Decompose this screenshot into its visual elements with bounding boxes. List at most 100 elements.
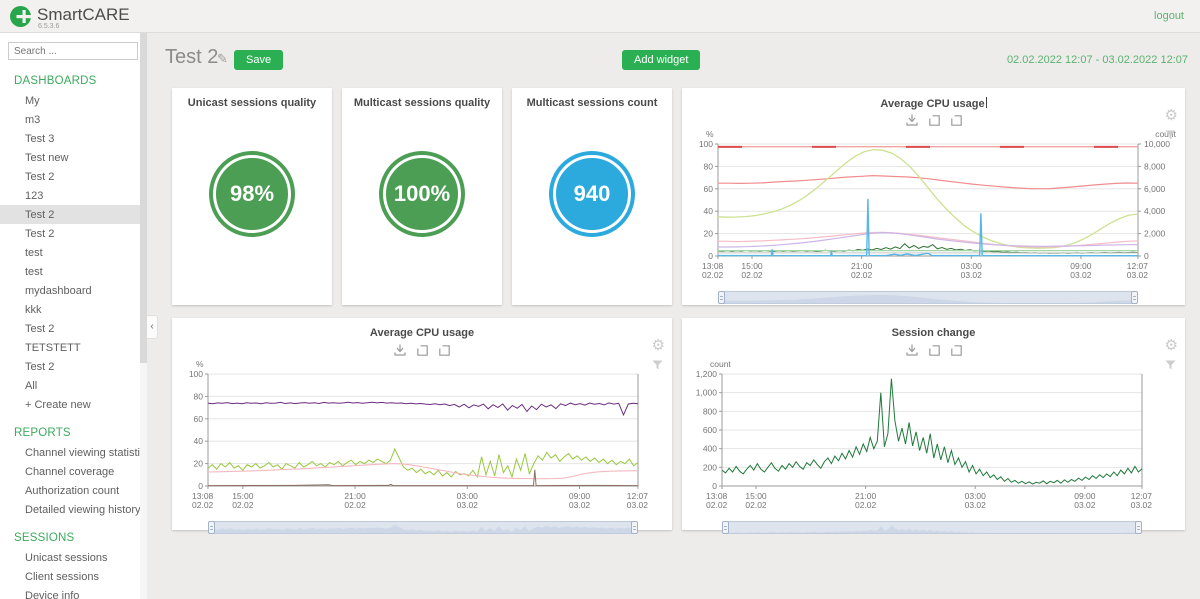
zoom-reset-icon[interactable] <box>950 344 962 356</box>
sidebar-item-123[interactable]: 123 <box>25 189 44 202</box>
sidebar-item-testnew[interactable]: Test new <box>25 151 69 164</box>
sidebar-item-test2-a[interactable]: Test 2 <box>25 170 55 183</box>
sidebar-item-test2-d[interactable]: Test 2 <box>25 360 55 373</box>
svg-text:12:07: 12:07 <box>1127 261 1149 271</box>
sidebar-item-mydashboard[interactable]: mydashboard <box>25 284 92 297</box>
chart-toolbar <box>682 343 1185 357</box>
time-range-slider[interactable] <box>718 291 1138 304</box>
download-icon[interactable] <box>905 114 918 126</box>
sidebar: DASHBOARDS My m3 Test 3 Test new Test 2 … <box>0 33 147 599</box>
svg-text:03:00: 03:00 <box>965 491 987 501</box>
sidebar-item-test-b[interactable]: test <box>25 265 43 278</box>
svg-text:0: 0 <box>712 481 717 491</box>
zoom-reset-icon[interactable] <box>439 344 450 356</box>
sidebar-item-test2-b[interactable]: Test 2 <box>25 227 55 240</box>
svg-text:03.02: 03.02 <box>569 500 591 510</box>
smartcare-logo-icon <box>10 6 31 27</box>
text-cursor <box>985 97 987 108</box>
svg-text:03.02: 03.02 <box>1131 500 1153 510</box>
chart-toolbar <box>172 343 672 357</box>
sidebar-item-unicast-sessions[interactable]: Unicast sessions <box>25 551 108 564</box>
filter-icon[interactable] <box>1165 130 1176 140</box>
widget-title: Multicast sessions quality <box>353 97 491 109</box>
svg-text:13:08: 13:08 <box>192 491 214 501</box>
svg-text:09:00: 09:00 <box>569 491 591 501</box>
date-range-picker[interactable]: 02.02.2022 12:07 - 03.02.2022 12:07 <box>1006 54 1188 66</box>
sidebar-item-create-new[interactable]: + Create new <box>25 398 91 411</box>
svg-text:60: 60 <box>194 414 204 424</box>
sidebar-item-tetstett[interactable]: TETSTETT <box>25 341 81 354</box>
sidebar-item-client-sessions[interactable]: Client sessions <box>25 570 99 583</box>
sidebar-item-kkk[interactable]: kkk <box>25 303 42 316</box>
top-bar: SmartCARE 6.5.3.6 logout <box>0 0 1200 33</box>
slider-handle-right[interactable] <box>631 521 638 534</box>
svg-text:0: 0 <box>198 481 203 491</box>
svg-text:15:00: 15:00 <box>232 491 254 501</box>
svg-text:0: 0 <box>708 251 713 261</box>
time-range-slider[interactable] <box>722 521 1142 534</box>
slider-handle-right[interactable] <box>1131 291 1138 304</box>
sidebar-item-detailed-viewing-history[interactable]: Detailed viewing history <box>25 503 141 516</box>
sidebar-item-test3[interactable]: Test 3 <box>25 132 55 145</box>
svg-text:13:08: 13:08 <box>702 261 724 271</box>
sidebar-scrollbar[interactable] <box>140 33 147 599</box>
svg-text:2,000: 2,000 <box>1144 229 1166 239</box>
zoom-selection-icon[interactable] <box>417 344 428 356</box>
zoom-selection-icon[interactable] <box>928 114 940 126</box>
add-widget-button[interactable]: Add widget <box>622 50 701 70</box>
svg-text:03.02: 03.02 <box>1127 270 1149 280</box>
svg-text:15:00: 15:00 <box>741 261 763 271</box>
slider-handle-left[interactable] <box>718 291 725 304</box>
svg-text:02.02: 02.02 <box>851 270 873 280</box>
filter-icon[interactable] <box>652 360 663 370</box>
edit-title-pencil-icon[interactable]: ✎ <box>217 51 228 66</box>
widgets-grid: Unicast sessions quality 98% Multicast s… <box>172 88 1185 534</box>
sidebar-item-device-info[interactable]: Device info <box>25 589 80 599</box>
download-icon[interactable] <box>394 344 406 356</box>
sidebar-scrollbar-thumb[interactable] <box>140 33 147 363</box>
sidebar-item-m3[interactable]: m3 <box>25 113 41 126</box>
gear-icon[interactable]: ⚙ <box>651 337 665 354</box>
svg-text:09:00: 09:00 <box>1070 261 1092 271</box>
svg-text:02.02: 02.02 <box>232 500 254 510</box>
svg-text:40: 40 <box>194 436 204 446</box>
svg-text:12:07: 12:07 <box>1131 491 1153 501</box>
gear-icon[interactable]: ⚙ <box>1164 107 1178 124</box>
save-button[interactable]: Save <box>234 50 284 70</box>
svg-text:80: 80 <box>194 391 204 401</box>
svg-text:03.02: 03.02 <box>457 500 479 510</box>
sidebar-item-my[interactable]: My <box>25 94 40 107</box>
svg-text:21:00: 21:00 <box>344 491 366 501</box>
chart-plot-area[interactable]: 0 200 400 600 800 1,000 1,200 count 13:08 02.02 15… <box>688 358 1185 519</box>
zoom-reset-icon[interactable] <box>950 114 962 126</box>
time-range-slider[interactable] <box>208 521 638 534</box>
chart-plot-area[interactable]: 0 20 40 60 80 100% 13:08 02.02 15:00 02.02 21:00 02… <box>178 358 672 519</box>
sidebar-item-channel-viewing-statistics[interactable]: Channel viewing statistics <box>25 446 147 459</box>
svg-text:20: 20 <box>704 229 714 239</box>
slider-handle-left[interactable] <box>722 521 729 534</box>
filter-icon[interactable] <box>1165 360 1176 370</box>
svg-text:03.02: 03.02 <box>965 500 987 510</box>
slider-handle-right[interactable] <box>1135 521 1142 534</box>
sidebar-item-test-a[interactable]: test <box>25 246 43 259</box>
gauge-value-circle: 98% <box>213 155 291 233</box>
logout-link[interactable]: logout <box>1154 10 1184 22</box>
sidebar-collapse-button[interactable]: ‹ <box>147 315 158 339</box>
slider-handle-left[interactable] <box>208 521 215 534</box>
download-icon[interactable] <box>905 344 918 356</box>
gear-icon[interactable]: ⚙ <box>1164 337 1178 354</box>
svg-text:60: 60 <box>704 184 714 194</box>
sidebar-item-authorization-count[interactable]: Authorization count <box>25 484 120 497</box>
page-title: Test 2 <box>165 46 219 68</box>
svg-text:400: 400 <box>703 444 717 454</box>
chart-plot-area[interactable]: 0 20 40 60 80 100 0 2,000 4,000 6,000 8,000 10,000 c… <box>688 128 1185 289</box>
zoom-selection-icon[interactable] <box>928 344 940 356</box>
sidebar-item-channel-coverage[interactable]: Channel coverage <box>25 465 115 478</box>
svg-text:count: count <box>710 359 731 369</box>
sidebar-item-all[interactable]: All <box>25 379 38 392</box>
svg-text:0: 0 <box>1144 251 1149 261</box>
search-input[interactable] <box>8 42 138 60</box>
sidebar-item-test2-selected[interactable]: Test 2 <box>0 205 147 224</box>
widget-title: Multicast sessions count <box>526 97 658 109</box>
sidebar-item-test2-c[interactable]: Test 2 <box>25 322 55 335</box>
